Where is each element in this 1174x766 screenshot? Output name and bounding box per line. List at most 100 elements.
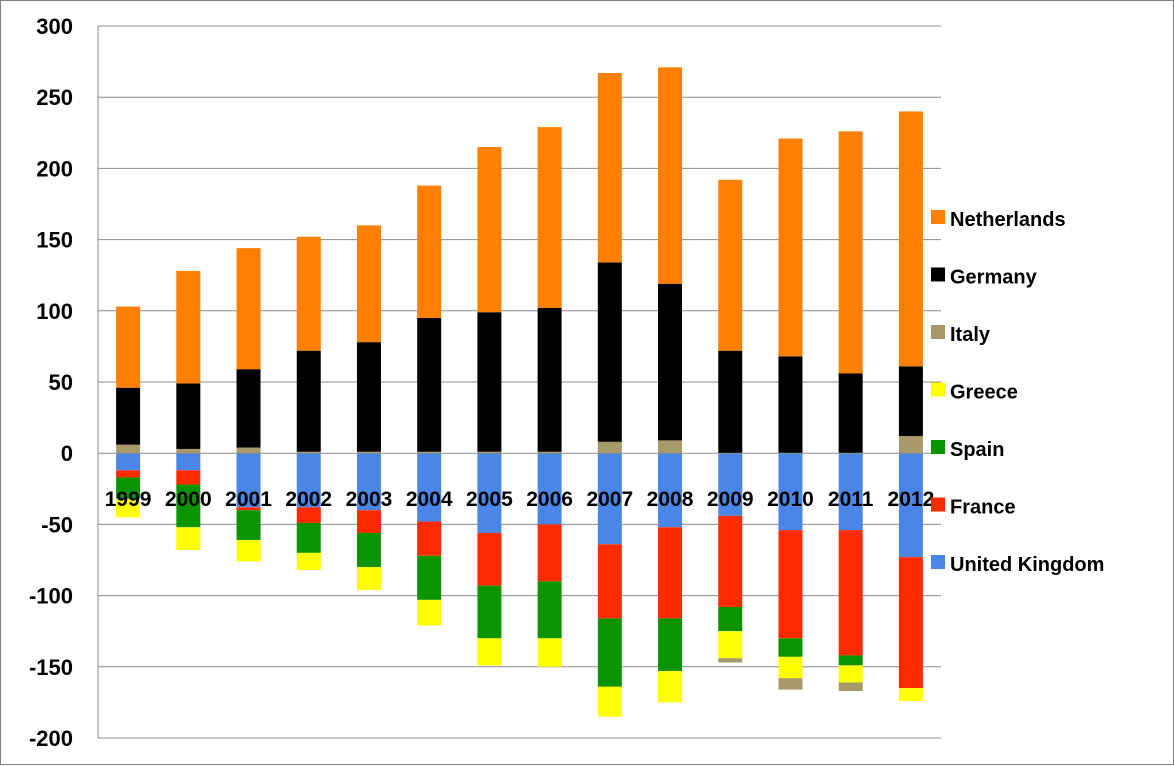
bar-united-kingdom-2009 — [718, 453, 743, 516]
bar-netherlands-2000 — [176, 270, 201, 384]
bar-united-kingdom-2005 — [477, 453, 502, 533]
bar-united-kingdom-2010 — [778, 453, 803, 531]
bar-france-2000 — [176, 470, 201, 485]
y-tick-label: -150 — [29, 655, 73, 680]
y-tick-label: 200 — [36, 156, 73, 181]
bar-netherlands-2010 — [778, 138, 803, 357]
bar-netherlands-2003 — [356, 225, 381, 343]
bar-greece-2002 — [296, 552, 321, 570]
bar-greece-2011 — [838, 665, 863, 683]
y-tick-labels: 300 250 200 150 100 50 0 -50 -100 -150 -200 — [29, 14, 73, 751]
legend-label: Germany — [950, 267, 1038, 289]
bar-united-kingdom-1999 — [116, 453, 141, 471]
x-tick-label: 2007 — [586, 488, 633, 511]
x-tick-label: 2006 — [526, 488, 573, 511]
bar-france-2002 — [296, 507, 321, 523]
bar-spain-1999 — [116, 477, 141, 499]
bar-spain-2008 — [658, 618, 683, 672]
bar-france-2005 — [477, 532, 502, 586]
bar-greece-2010 — [778, 656, 803, 679]
x-tick-label: 2012 — [888, 488, 935, 511]
legend-label: Greece — [950, 382, 1018, 404]
bar-greece-2012 — [898, 688, 923, 701]
x-tick-label: 2008 — [647, 488, 694, 511]
bar-netherlands-2004 — [417, 185, 442, 318]
y-tick-label: 100 — [36, 299, 73, 324]
legend-swatch — [931, 382, 945, 397]
bar-france-2003 — [356, 510, 381, 533]
bar-france-2010 — [778, 530, 803, 639]
bar-italy-2007 — [597, 441, 622, 454]
legend-swatch — [931, 325, 945, 339]
bar-united-kingdom-2001 — [236, 453, 261, 508]
bar-netherlands-2008 — [658, 67, 683, 284]
bar-france-2012 — [898, 557, 923, 689]
bar-greece-2009 — [718, 631, 743, 659]
bar-greece-2008 — [658, 671, 683, 703]
x-tick-label: 2003 — [346, 488, 393, 511]
bar-italy-2005 — [477, 451, 502, 454]
bar-france-2008 — [658, 527, 683, 619]
bar-italy-2010 — [778, 678, 803, 690]
x-tick-label: 2005 — [466, 488, 513, 511]
bar-italy-2002 — [296, 451, 321, 454]
y-tick-label: 150 — [36, 228, 73, 253]
bar-greece-2000 — [176, 527, 201, 551]
bar-united-kingdom-2006 — [537, 453, 562, 525]
bar-netherlands-2002 — [296, 236, 321, 351]
x-tick-label: 2001 — [225, 488, 272, 511]
bar-france-2001 — [236, 507, 261, 511]
legend-label: Spain — [950, 439, 1004, 461]
bar-spain-2001 — [236, 510, 261, 541]
bar-germany-2004 — [417, 317, 442, 452]
bar-italy-2003 — [356, 451, 381, 454]
bar-greece-2004 — [417, 599, 442, 626]
legend-swatch — [931, 440, 945, 454]
legend-label: France — [950, 497, 1016, 519]
bar-germany-2005 — [477, 312, 502, 452]
bar-spain-2004 — [417, 555, 442, 600]
x-tick-label: 2004 — [406, 488, 453, 511]
bar-italy-2000 — [176, 448, 201, 454]
x-tick-label: 2011 — [828, 488, 874, 511]
bar-germany-2012 — [898, 366, 923, 437]
x-tick-label: 1999 — [105, 488, 152, 511]
x-tick-label: 2000 — [165, 488, 212, 511]
y-tick-label: -200 — [29, 726, 73, 751]
bar-netherlands-2009 — [718, 179, 743, 351]
bar-spain-2005 — [477, 585, 502, 639]
bar-united-kingdom-2002 — [296, 453, 321, 508]
bar-united-kingdom-2011 — [838, 453, 863, 531]
bar-spain-2002 — [296, 522, 321, 553]
bar-france-2009 — [718, 515, 743, 607]
bars — [116, 67, 923, 717]
bar-netherlands-2012 — [898, 111, 923, 367]
bar-spain-2000 — [176, 484, 201, 528]
legend: Netherlands Germany Italy Greece Spain France… — [931, 209, 1104, 576]
bar-france-2006 — [537, 524, 562, 582]
bar-netherlands-2011 — [838, 131, 863, 374]
bar-united-kingdom-2004 — [417, 453, 442, 522]
y-tick-label: 300 — [36, 14, 73, 39]
bar-italy-2001 — [236, 447, 261, 454]
y-tick-label: 250 — [36, 85, 73, 110]
bar-italy-2011 — [838, 682, 863, 692]
bar-france-2004 — [417, 521, 442, 556]
bar-spain-2007 — [597, 618, 622, 687]
legend-label: United Kingdom — [950, 554, 1104, 576]
axes — [97, 26, 941, 738]
bar-greece-1999 — [116, 498, 141, 518]
bar-spain-2010 — [778, 638, 803, 657]
bar-united-kingdom-2007 — [597, 453, 622, 545]
bar-greece-2003 — [356, 567, 381, 590]
x-tick-label: 2010 — [767, 488, 814, 511]
bar-germany-2002 — [296, 350, 321, 452]
bar-greece-2007 — [597, 686, 622, 717]
x-tick-labels: 1999 2000 2001 2002 2003 2004 2005 2006 2007 2008… — [105, 488, 935, 511]
legend-swatch — [931, 555, 945, 569]
bar-spain-2009 — [718, 606, 743, 632]
bar-germany-2001 — [236, 369, 261, 448]
bar-spain-2003 — [356, 532, 381, 568]
